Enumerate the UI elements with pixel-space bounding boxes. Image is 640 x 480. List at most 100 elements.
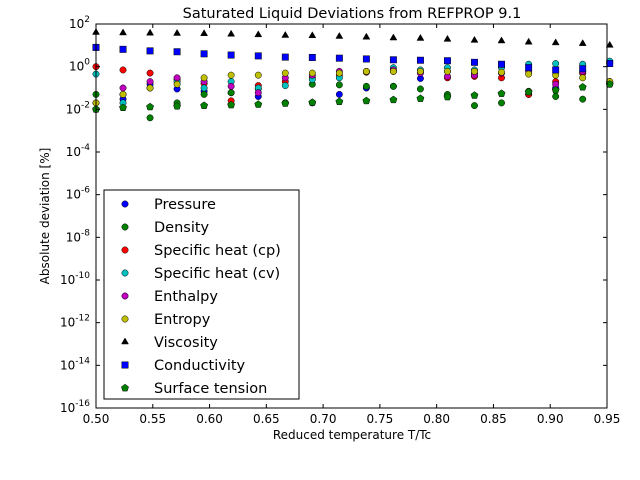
data-point <box>552 66 560 74</box>
data-point <box>173 74 181 82</box>
series-density <box>92 78 614 122</box>
data-point <box>227 82 235 90</box>
plot-marks <box>92 27 614 122</box>
data-point <box>146 84 154 92</box>
x-tick-label: 0.95 <box>594 412 621 426</box>
series-enthalpy <box>92 66 614 113</box>
data-point <box>119 90 127 98</box>
data-point <box>362 67 370 75</box>
legend-marker <box>121 246 129 254</box>
legend-marker <box>121 315 129 323</box>
y-tick-label: 100 <box>69 58 90 74</box>
legend-label: Pressure <box>154 197 216 213</box>
legend: Pressure Density Specific heat (cp) Specifi… <box>103 189 300 400</box>
legend-item-surface-tension: Surface tension <box>121 381 267 397</box>
data-point <box>227 100 236 109</box>
legend-item-specific-heat-cp: Specific heat (cp) <box>121 243 281 259</box>
legend-label: Density <box>154 220 210 236</box>
data-point <box>498 60 505 68</box>
data-point <box>200 101 209 109</box>
legend-item-specific-heat-cv: Specific heat (cv) <box>121 266 280 282</box>
data-point <box>362 32 371 40</box>
data-point <box>498 68 505 76</box>
legend-marker <box>121 337 129 345</box>
data-point <box>551 85 560 94</box>
data-point <box>524 37 533 45</box>
y-axis: 10-16 10-14 10-12 10-10 10-8 10-6 10-4 10-2 100 1… <box>60 15 607 415</box>
x-tick-label: 0.75 <box>367 412 394 426</box>
data-point <box>551 38 560 46</box>
data-point <box>389 33 398 41</box>
y-tick-label: 10-2 <box>66 100 90 116</box>
data-point <box>335 31 344 39</box>
legend-item-viscosity: Viscosity <box>121 335 218 351</box>
data-point <box>200 74 208 82</box>
data-point <box>443 92 452 101</box>
data-point <box>444 67 451 75</box>
data-point <box>119 66 127 74</box>
data-point <box>173 28 181 36</box>
x-axis-label: Reduced temperature T/Tc <box>273 428 431 442</box>
data-point <box>281 30 290 38</box>
data-point <box>578 83 587 91</box>
y-tick-label: 10-8 <box>66 228 91 244</box>
data-point <box>254 100 263 108</box>
data-point <box>579 95 587 103</box>
data-point <box>119 45 127 53</box>
data-point <box>525 70 533 78</box>
x-tick-label: 0.65 <box>253 412 280 426</box>
data-point <box>335 54 343 62</box>
data-point <box>281 82 289 90</box>
data-point <box>362 96 371 105</box>
data-point <box>254 30 263 38</box>
data-point <box>281 69 289 77</box>
legend-box <box>103 189 300 400</box>
data-point <box>497 89 506 97</box>
data-point <box>579 74 587 82</box>
data-point <box>146 69 154 77</box>
data-point <box>308 31 317 39</box>
y-axis-label: Absolute deviation [%] <box>38 148 52 285</box>
x-tick-label: 0.55 <box>139 412 166 426</box>
legend-label: Conductivity <box>154 358 246 374</box>
data-point <box>579 65 587 73</box>
legend-marker <box>121 361 129 369</box>
x-tick-label: 0.85 <box>480 412 507 426</box>
data-point <box>146 28 154 36</box>
data-point <box>471 67 478 75</box>
data-point <box>335 97 344 105</box>
y-tick-label: 10-14 <box>60 356 90 372</box>
data-point <box>335 90 343 98</box>
data-point <box>416 85 424 93</box>
data-point <box>119 28 127 36</box>
legend-item-pressure: Pressure <box>121 197 216 213</box>
data-point <box>146 114 154 122</box>
x-tick-label: 0.70 <box>310 412 337 426</box>
data-point <box>444 57 451 65</box>
legend-item-enthalpy: Enthalpy <box>121 289 218 305</box>
series-viscosity <box>92 27 614 48</box>
data-point <box>389 95 398 104</box>
legend-item-entropy: Entropy <box>121 312 211 328</box>
legend-label: Viscosity <box>154 335 218 351</box>
data-point <box>416 94 425 102</box>
series-pressure <box>92 59 614 107</box>
data-point <box>389 82 397 90</box>
data-point <box>605 40 614 48</box>
data-point <box>362 55 370 63</box>
data-point <box>227 89 235 97</box>
y-tick-label: 10-16 <box>60 399 90 415</box>
data-point <box>416 56 424 64</box>
series-entropy <box>92 67 614 107</box>
series-surface-tension <box>92 80 614 113</box>
data-point <box>308 98 317 106</box>
data-point <box>498 99 505 107</box>
data-point <box>200 50 208 58</box>
plot-frame <box>95 23 608 409</box>
data-point <box>281 53 289 61</box>
data-point <box>525 64 533 72</box>
legend-marker <box>121 223 129 231</box>
data-point <box>254 71 262 79</box>
data-point <box>552 93 560 100</box>
